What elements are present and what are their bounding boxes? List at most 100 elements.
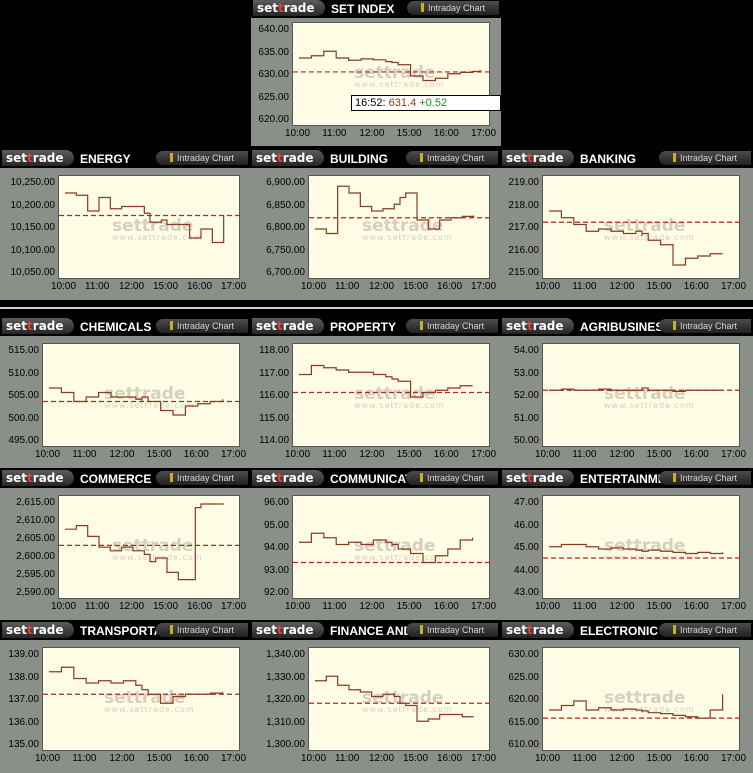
logo-text-post: rade [532, 319, 564, 333]
price-series-line [49, 666, 224, 704]
intraday-chart-button[interactable]: Intraday Chart [659, 151, 751, 165]
chart-panel-entertainment: settrade ENTERTAINMENT Intraday Chart settr… [500, 470, 753, 620]
intraday-chart-button[interactable]: Intraday Chart [156, 319, 248, 333]
plot-area[interactable]: settrade www.settrade.com [58, 175, 241, 279]
intraday-chart-button[interactable]: Intraday Chart [156, 151, 248, 165]
panel-header: settrade ELECTRONIC Intraday Chart [500, 622, 753, 640]
plot-area[interactable]: settrade www.settrade.com [542, 343, 741, 447]
settrade-logo: settrade [2, 470, 74, 486]
y-tick-label: 1,320.00 [266, 694, 305, 705]
panel-header: settrade PROPERTY Intraday Chart [250, 318, 500, 336]
y-tick-label: 2,610.00 [16, 515, 55, 526]
intraday-chart-button[interactable]: Intraday Chart [407, 1, 499, 15]
x-tick-label: 17:00 [221, 601, 247, 612]
panel-header: settrade AGRIBUSINESS Intraday Chart [500, 318, 753, 336]
intraday-chart-button[interactable]: Intraday Chart [406, 623, 498, 637]
plot-area[interactable]: settrade www.settrade.com [308, 647, 491, 751]
x-tick-label: 15:00 [146, 753, 172, 764]
line-chart [293, 50, 491, 82]
y-tick-label: 54.00 [513, 345, 539, 356]
intraday-chart-button[interactable]: Intraday Chart [659, 471, 751, 485]
x-tick-label: 16:00 [433, 449, 459, 460]
badge-label: Intraday Chart [426, 473, 485, 483]
badge-label: Intraday Chart [679, 473, 738, 483]
y-tick-label: 47.00 [513, 497, 539, 508]
y-tick-label: 53.00 [513, 367, 539, 379]
badge-bar-icon [672, 321, 676, 330]
badge-bar-icon [419, 321, 423, 330]
plot-area[interactable]: settrade www.settrade.com [42, 343, 241, 447]
x-tick-label: 17:00 [721, 601, 747, 612]
logo-text-accent: t [27, 623, 33, 637]
row-separator [0, 307, 753, 309]
y-tick-label: 117.00 [259, 367, 289, 379]
x-tick-label: 15:00 [403, 753, 429, 764]
x-tick-label: 12:00 [369, 753, 395, 764]
intraday-chart-button[interactable]: Intraday Chart [406, 151, 498, 165]
price-series-line [299, 50, 481, 82]
logo-text-post: rade [282, 151, 314, 165]
panel-header: settrade COMMERCE Intraday Chart [0, 470, 250, 488]
chart-panel-banking: settrade BANKING Intraday Chart settrade www… [500, 150, 753, 300]
chart-panel-building: settrade BUILDING Intraday Chart settrade ww… [250, 150, 500, 300]
y-tick-label: 640.00 [258, 24, 289, 35]
intraday-chart-button[interactable]: Intraday Chart [659, 319, 751, 333]
y-tick-label: 118.00 [259, 345, 289, 356]
x-tick-label: 12:00 [359, 601, 385, 612]
tooltip-sep: : [382, 97, 389, 109]
badge-label: Intraday Chart [679, 321, 738, 331]
y-tick-label: 51.00 [513, 412, 539, 424]
intraday-chart-button[interactable]: Intraday Chart [406, 471, 498, 485]
chart-title: ELECTRONIC [580, 624, 658, 638]
plot-area[interactable]: settrade www.settrade.com [292, 343, 491, 447]
y-tick-label: 6,850.00 [266, 199, 305, 211]
logo-text-accent: t [277, 471, 283, 485]
logo-text-post: rade [32, 471, 64, 485]
settrade-logo: settrade [2, 622, 74, 638]
y-tick-label: 505.00 [8, 390, 39, 401]
plot-area[interactable]: settrade www.settrade.com [58, 495, 241, 599]
intraday-chart-button[interactable]: Intraday Chart [156, 471, 248, 485]
y-tick-label: 96.00 [263, 497, 289, 508]
y-tick-label: 495.00 [8, 435, 39, 446]
logo-text-accent: t [527, 471, 533, 485]
x-tick-label: 15:00 [146, 449, 172, 460]
badge-bar-icon [169, 153, 173, 162]
badge-bar-icon [169, 321, 173, 330]
price-series-line [299, 364, 473, 398]
x-tick-label: 17:00 [721, 281, 747, 292]
y-tick-label: 139.00 [8, 649, 39, 660]
x-tick-label: 17:00 [471, 753, 497, 764]
logo-text-post: rade [532, 623, 564, 637]
line-chart [59, 503, 241, 581]
plot-area[interactable]: settrade www.settrade.com [292, 495, 491, 599]
plot-area[interactable]: settrade www.settrade.com [542, 495, 741, 599]
y-tick-label: 6,750.00 [266, 244, 305, 256]
x-tick-label: 12:00 [119, 601, 145, 612]
x-tick-label: 10:00 [285, 449, 311, 460]
chart-title: AGRIBUSINESS [580, 320, 672, 334]
intraday-chart-button[interactable]: Intraday Chart [659, 623, 751, 637]
plot-area[interactable]: settrade www.settrade.com [542, 175, 741, 279]
logo-text-pre: set [6, 623, 28, 637]
settrade-logo: settrade [502, 622, 574, 638]
x-tick-label: 17:00 [471, 449, 497, 460]
panel-header: settrade COMMUNICATION Intraday Chart [250, 470, 500, 488]
price-series-line [65, 192, 225, 244]
logo-text-post: rade [283, 1, 315, 15]
intraday-chart-button[interactable]: Intraday Chart [156, 623, 248, 637]
line-chart [543, 694, 741, 719]
chart-panel-chemicals: settrade CHEMICALS Intraday Chart settrade w… [0, 318, 250, 468]
y-tick-label: 50.00 [513, 435, 539, 446]
x-tick-label: 15:00 [396, 449, 422, 460]
plot-area[interactable]: settrade www.settrade.com [542, 647, 741, 751]
logo-text-pre: set [256, 319, 278, 333]
x-tick-label: 15:00 [646, 753, 672, 764]
x-tick-label: 15:00 [396, 601, 422, 612]
plot-area[interactable]: settrade www.settrade.com [308, 175, 491, 279]
intraday-chart-button[interactable]: Intraday Chart [406, 319, 498, 333]
settrade-logo: settrade [252, 318, 324, 334]
plot-area[interactable]: settrade www.settrade.com [42, 647, 241, 751]
badge-bar-icon [672, 625, 676, 634]
y-tick-label: 52.00 [513, 390, 539, 401]
